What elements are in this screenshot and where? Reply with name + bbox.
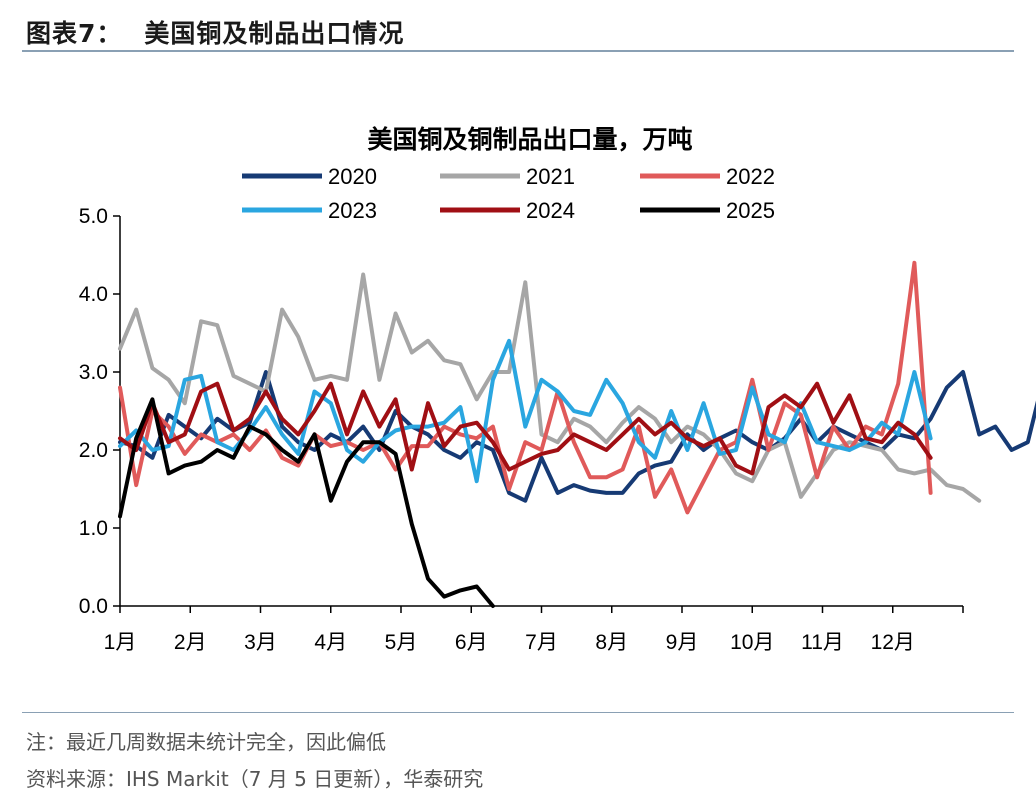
x-tick-label: 10月 [730, 631, 774, 654]
x-tick-label: 5月 [385, 631, 418, 654]
y-tick-label: 1.0 [79, 517, 108, 540]
y-tick-label: 5.0 [79, 205, 108, 228]
legend-label-2021: 2021 [526, 164, 575, 189]
legend-entry-2022: 2022 [640, 164, 775, 189]
chart-note: 注：最近几周数据未统计完全，因此偏低 [26, 730, 386, 754]
series-line-2023 [118, 338, 933, 484]
legend-entry-2024: 2024 [440, 198, 575, 223]
figure-title-line: 图表7： 美国铜及制品出口情况 [26, 14, 404, 50]
legend-label-2025: 2025 [726, 198, 775, 223]
header-rule [22, 50, 1014, 52]
x-tick-label: 8月 [595, 631, 628, 654]
x-tick-label: 3月 [244, 631, 277, 654]
series-line-2024 [118, 381, 933, 476]
y-tick-label: 3.0 [79, 361, 108, 384]
series-line-2020 [118, 370, 1036, 503]
x-tick-label: 6月 [455, 631, 488, 654]
x-tick-label: 12月 [871, 631, 915, 654]
x-tick-label: 2月 [174, 631, 207, 654]
x-tick-label: 11月 [801, 631, 844, 654]
legend-entry-2023: 2023 [242, 198, 377, 223]
x-tick-label: 1月 [104, 631, 137, 654]
figure-label: 图表7： [26, 19, 123, 48]
chart-axes: 0.0 1.0 2.0 3.0 4.0 5.0 1月 2月 3月 4月 5月 6月 7月 8月 9月 10月 1… [79, 205, 964, 654]
chart-series-group [118, 260, 1036, 608]
series-line-2025 [118, 397, 495, 608]
legend-label-2022: 2022 [726, 164, 775, 189]
chart-title: 美国铜及铜制品出口量，万吨 [367, 125, 692, 154]
x-tick-label: 7月 [525, 631, 558, 654]
legend-entry-2020: 2020 [242, 164, 377, 189]
legend-entry-2021: 2021 [440, 164, 575, 189]
figure-title: 美国铜及制品出口情况 [144, 19, 405, 48]
footer-rule [22, 712, 1014, 713]
legend-label-2024: 2024 [526, 198, 575, 223]
y-tick-label: 0.0 [79, 595, 108, 618]
x-tick-label: 9月 [666, 631, 699, 654]
line-chart: 美国铜及铜制品出口量，万吨 2020 2021 2022 2023 2024 2025 0… [79, 125, 1036, 654]
chart-source: 资料来源：IHS Markit（7 月 5 日更新），华泰研究 [26, 767, 484, 791]
y-tick-label: 2.0 [79, 439, 108, 462]
chart-legend: 2020 2021 2022 2023 2024 2025 [242, 164, 775, 223]
legend-entry-2025: 2025 [640, 198, 775, 223]
y-tick-label: 4.0 [79, 283, 108, 306]
legend-label-2020: 2020 [328, 164, 377, 189]
legend-label-2023: 2023 [328, 198, 377, 223]
x-tick-label: 4月 [314, 631, 347, 654]
